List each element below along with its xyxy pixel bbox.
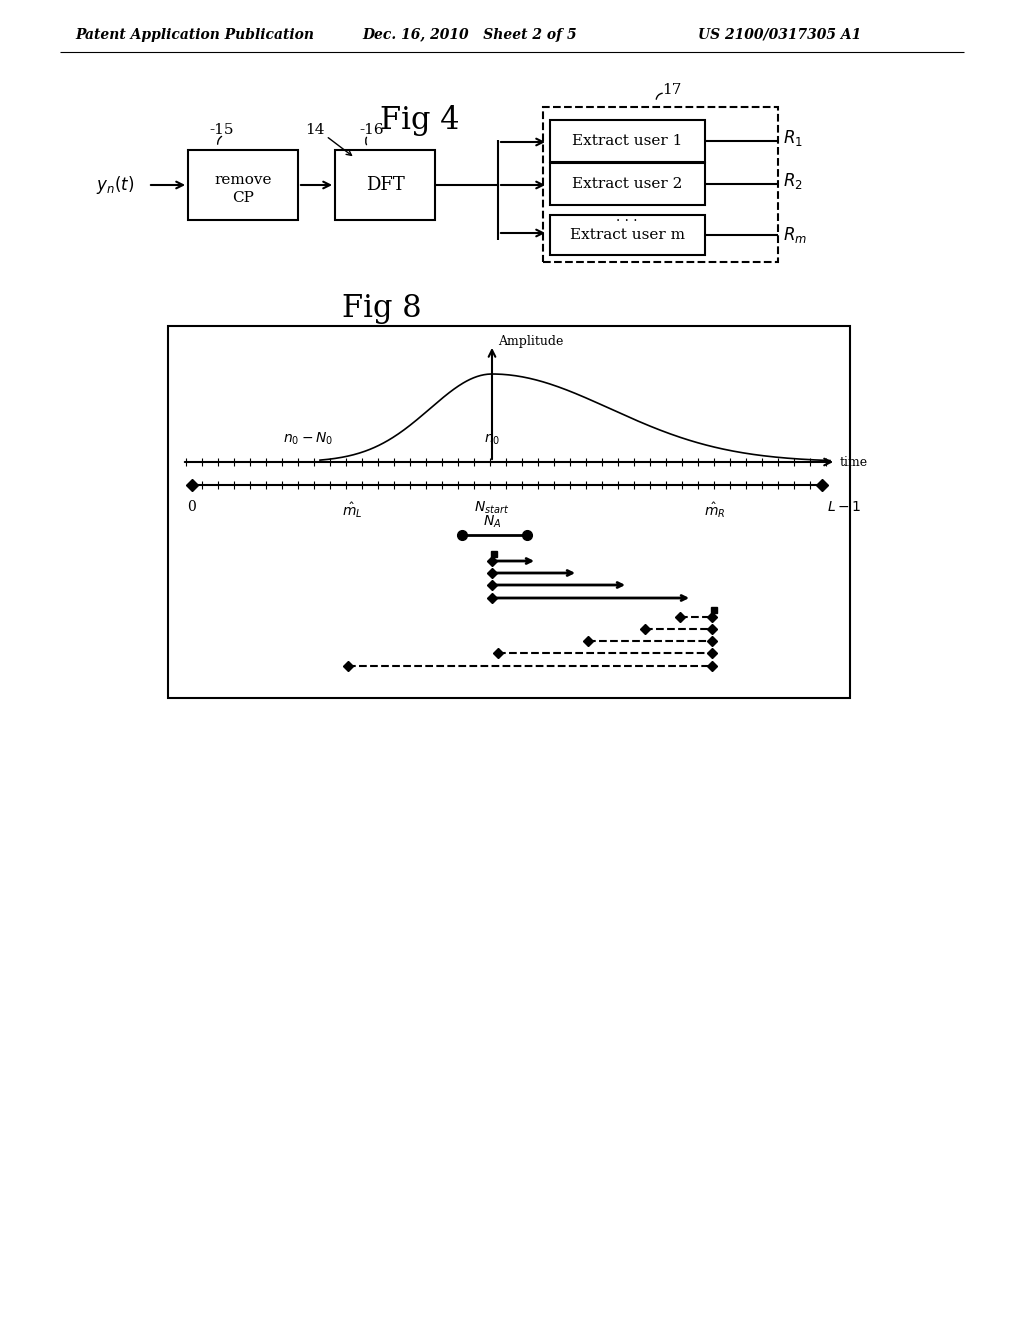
Text: $\hat{m}_L$: $\hat{m}_L$ — [342, 500, 362, 520]
Text: $L-1$: $L-1$ — [827, 500, 861, 513]
Text: Fig 4: Fig 4 — [380, 104, 460, 136]
Text: Extract user 2: Extract user 2 — [571, 177, 682, 191]
Text: Extract user 1: Extract user 1 — [571, 135, 682, 148]
Text: Amplitude: Amplitude — [498, 335, 563, 348]
Text: $\hat{m}_R$: $\hat{m}_R$ — [705, 500, 726, 520]
Text: Patent Application Publication: Patent Application Publication — [76, 28, 314, 42]
Text: DFT: DFT — [366, 176, 404, 194]
Text: $R_1$: $R_1$ — [783, 128, 803, 148]
Bar — [543, 107, 778, 261]
Bar — [188, 150, 298, 220]
Text: $y_n(t)$: $y_n(t)$ — [96, 174, 134, 195]
Text: $N_{start}$: $N_{start}$ — [474, 500, 510, 516]
Text: CP: CP — [232, 191, 254, 205]
Text: 14: 14 — [305, 123, 325, 137]
Text: $N_A$: $N_A$ — [482, 513, 501, 531]
Text: $R_2$: $R_2$ — [783, 172, 803, 191]
Bar — [550, 162, 705, 205]
Text: Fig 8: Fig 8 — [342, 293, 422, 323]
Text: $n_0$: $n_0$ — [484, 433, 500, 447]
Bar — [550, 215, 705, 255]
Bar — [335, 150, 435, 220]
Text: US 2100/0317305 A1: US 2100/0317305 A1 — [698, 28, 861, 42]
Text: -16: -16 — [359, 123, 384, 137]
Text: -15: -15 — [210, 123, 234, 137]
Bar — [168, 326, 850, 698]
Bar — [550, 120, 705, 162]
Text: 0: 0 — [187, 500, 197, 513]
Text: $n_0 - N_0$: $n_0 - N_0$ — [283, 430, 333, 447]
Text: remove: remove — [214, 173, 271, 187]
Text: 17: 17 — [663, 83, 682, 96]
Text: Extract user m: Extract user m — [569, 228, 684, 242]
Text: . . .: . . . — [616, 210, 638, 224]
Text: $R_m$: $R_m$ — [783, 224, 807, 246]
Text: time: time — [840, 455, 868, 469]
Text: Dec. 16, 2010   Sheet 2 of 5: Dec. 16, 2010 Sheet 2 of 5 — [362, 28, 578, 42]
